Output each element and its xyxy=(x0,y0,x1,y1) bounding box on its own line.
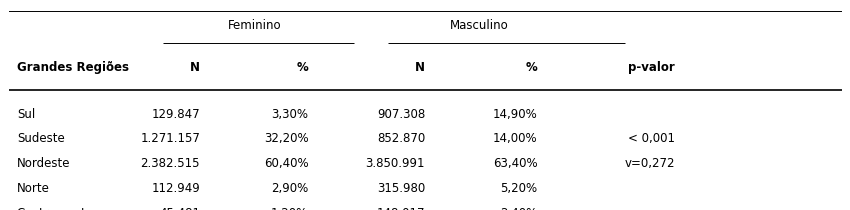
Text: Feminino: Feminino xyxy=(228,19,281,32)
Text: Sul: Sul xyxy=(17,108,35,121)
Text: Sudeste: Sudeste xyxy=(17,133,65,146)
Text: N: N xyxy=(415,62,425,75)
Text: 3.850.991: 3.850.991 xyxy=(366,157,425,170)
Text: Nordeste: Nordeste xyxy=(17,157,71,170)
Text: %: % xyxy=(525,62,537,75)
Text: 2,40%: 2,40% xyxy=(500,207,537,210)
Text: 45.481: 45.481 xyxy=(159,207,200,210)
Text: < 0,001: < 0,001 xyxy=(628,133,675,146)
Text: 315.980: 315.980 xyxy=(377,182,425,195)
Text: v=0,272: v=0,272 xyxy=(625,157,675,170)
Text: 148.017: 148.017 xyxy=(377,207,425,210)
Text: 907.308: 907.308 xyxy=(377,108,425,121)
Text: 129.847: 129.847 xyxy=(151,108,200,121)
Text: 60,40%: 60,40% xyxy=(264,157,309,170)
Text: 852.870: 852.870 xyxy=(377,133,425,146)
Text: Grandes Regiões: Grandes Regiões xyxy=(17,62,129,75)
Text: 1.271.157: 1.271.157 xyxy=(140,133,200,146)
Text: Centro-oeste: Centro-oeste xyxy=(17,207,94,210)
Text: 63,40%: 63,40% xyxy=(493,157,537,170)
Text: 5,20%: 5,20% xyxy=(501,182,537,195)
Text: 2,90%: 2,90% xyxy=(271,182,309,195)
Text: 112.949: 112.949 xyxy=(151,182,200,195)
Text: Masculino: Masculino xyxy=(450,19,508,32)
Text: Norte: Norte xyxy=(17,182,49,195)
Text: 1,20%: 1,20% xyxy=(271,207,309,210)
Text: %: % xyxy=(297,62,309,75)
Text: 3,30%: 3,30% xyxy=(271,108,309,121)
Text: 2.382.515: 2.382.515 xyxy=(140,157,200,170)
Text: 14,00%: 14,00% xyxy=(493,133,537,146)
Text: N: N xyxy=(190,62,200,75)
Text: 32,20%: 32,20% xyxy=(264,133,309,146)
Text: p-valor: p-valor xyxy=(628,62,675,75)
Text: 14,90%: 14,90% xyxy=(493,108,537,121)
